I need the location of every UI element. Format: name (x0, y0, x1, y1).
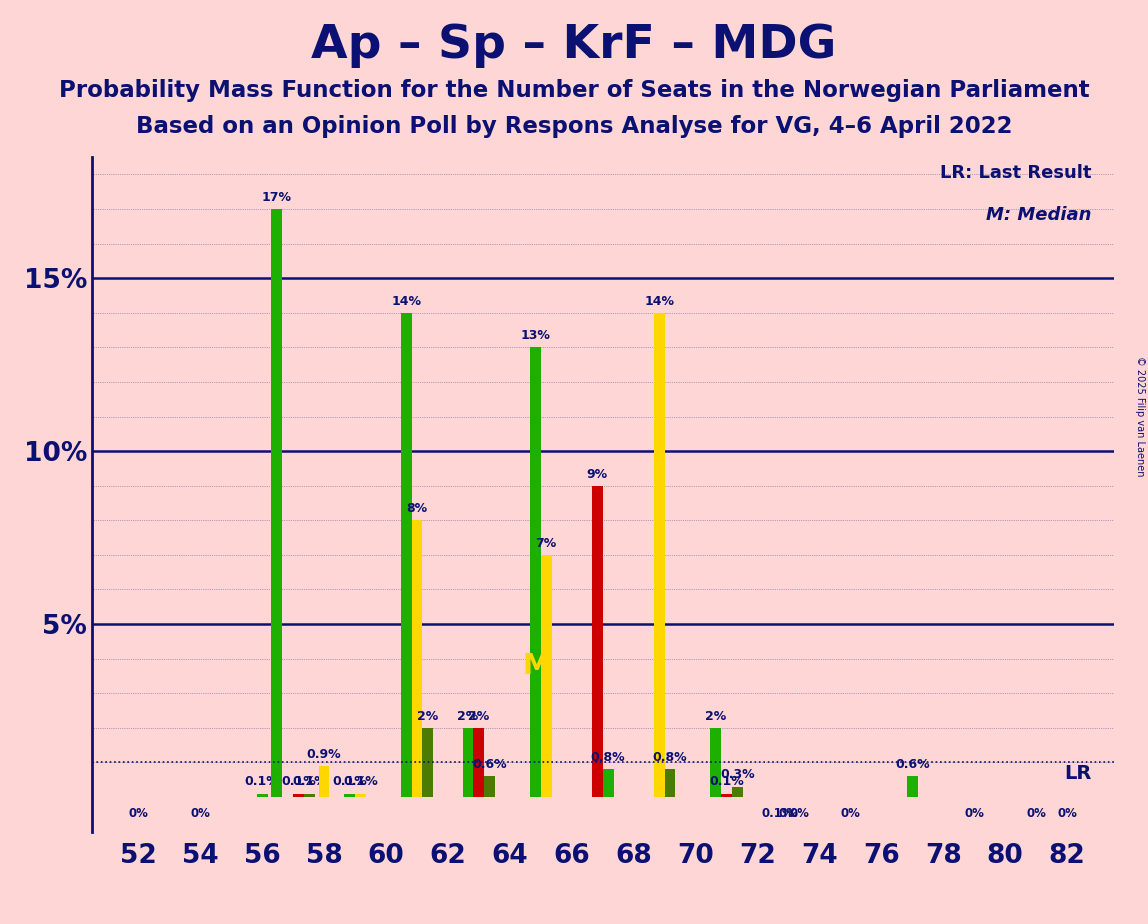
Bar (603, 770, 613, 797)
Bar (484, 776, 495, 797)
Text: 0%: 0% (1026, 808, 1046, 821)
Bar (592, 486, 603, 797)
Text: 0%: 0% (778, 808, 798, 821)
Bar (422, 728, 433, 797)
Text: 0%: 0% (1057, 808, 1077, 821)
Text: LR: LR (1064, 764, 1092, 784)
Text: 9%: 9% (587, 468, 607, 480)
Text: 0.3%: 0.3% (720, 769, 754, 782)
Bar (463, 728, 473, 797)
Text: 0.1%: 0.1% (343, 775, 378, 788)
Text: 0.6%: 0.6% (472, 758, 507, 771)
Bar (530, 347, 541, 797)
Text: LR: Last Result: LR: Last Result (940, 164, 1092, 182)
Text: 17%: 17% (262, 190, 292, 204)
Text: 0.1%: 0.1% (332, 775, 367, 788)
Text: 0.8%: 0.8% (591, 751, 626, 764)
Bar (344, 794, 355, 797)
Text: 0.8%: 0.8% (653, 751, 688, 764)
Text: 0%: 0% (964, 808, 984, 821)
Text: Probability Mass Function for the Number of Seats in the Norwegian Parliament: Probability Mass Function for the Number… (59, 79, 1089, 102)
Text: 13%: 13% (520, 329, 550, 342)
Text: 0%: 0% (790, 808, 809, 821)
Text: 0.1%: 0.1% (245, 775, 279, 788)
Text: 0.1%: 0.1% (292, 775, 327, 788)
Bar (319, 766, 329, 797)
Text: 2%: 2% (468, 710, 489, 723)
Bar (257, 794, 267, 797)
Text: © 2025 Filip van Laenen: © 2025 Filip van Laenen (1135, 356, 1145, 476)
Bar (293, 794, 304, 797)
Text: 0.1%: 0.1% (761, 808, 794, 821)
Text: 2%: 2% (705, 710, 727, 723)
Bar (541, 555, 552, 797)
Bar (732, 786, 743, 797)
Text: 0.1%: 0.1% (281, 775, 316, 788)
Bar (711, 728, 721, 797)
Text: 0.9%: 0.9% (307, 748, 341, 760)
Bar (665, 770, 675, 797)
Bar (355, 794, 366, 797)
Bar (654, 312, 665, 797)
Text: 14%: 14% (644, 295, 674, 308)
Text: 0.6%: 0.6% (895, 758, 930, 771)
Bar (401, 312, 411, 797)
Text: M: M (522, 651, 550, 679)
Text: 0%: 0% (129, 808, 148, 821)
Text: M: Median: M: Median (986, 205, 1092, 224)
Text: 2%: 2% (417, 710, 439, 723)
Text: 7%: 7% (536, 537, 557, 550)
Text: 14%: 14% (391, 295, 421, 308)
Text: 0%: 0% (840, 808, 860, 821)
Text: 0%: 0% (191, 808, 210, 821)
Text: 0.1%: 0.1% (709, 775, 744, 788)
Bar (721, 794, 732, 797)
Bar (907, 776, 917, 797)
Text: Ap – Sp – KrF – MDG: Ap – Sp – KrF – MDG (311, 23, 837, 68)
Text: 8%: 8% (406, 502, 427, 515)
Bar (411, 520, 422, 797)
Bar (473, 728, 484, 797)
Bar (304, 794, 315, 797)
Text: Based on an Opinion Poll by Respons Analyse for VG, 4–6 April 2022: Based on an Opinion Poll by Respons Anal… (135, 116, 1013, 139)
Text: 2%: 2% (457, 710, 479, 723)
Bar (271, 209, 282, 797)
